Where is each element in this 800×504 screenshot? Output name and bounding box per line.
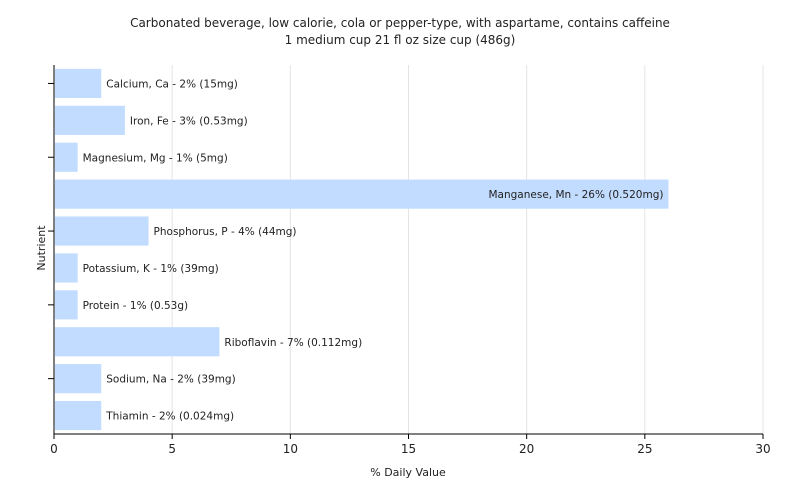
bar-label: Calcium, Ca - 2% (15mg) xyxy=(106,78,238,90)
chart-title: Carbonated beverage, low calorie, cola o… xyxy=(130,16,670,30)
bar-label: Riboflavin - 7% (0.112mg) xyxy=(224,337,362,349)
bar-label: Protein - 1% (0.53g) xyxy=(83,300,189,312)
bar xyxy=(55,400,102,431)
x-tick-label: 30 xyxy=(755,442,770,456)
bar-label: Iron, Fe - 3% (0.53mg) xyxy=(130,115,248,127)
chart-subtitle: 1 medium cup 21 fl oz size cup (486g) xyxy=(285,33,516,47)
bar-label: Magnesium, Mg - 1% (5mg) xyxy=(83,152,228,164)
bar-label: Potassium, K - 1% (39mg) xyxy=(83,263,219,275)
axes: 0 5 10 15 20 25 30 xyxy=(48,65,771,456)
x-tick-label: 25 xyxy=(637,442,652,456)
x-tick-label: 10 xyxy=(283,442,298,456)
bar-label: Manganese, Mn - 26% (0.520mg) xyxy=(488,189,663,201)
y-axis-label: Nutrient xyxy=(35,225,48,271)
bar xyxy=(55,216,149,246)
bars: Calcium, Ca - 2% (15mg) Iron, Fe - 3% (0.… xyxy=(55,68,669,431)
bar-label: Sodium, Na - 2% (39mg) xyxy=(106,374,235,386)
bar xyxy=(55,142,78,172)
grid-lines xyxy=(171,65,764,434)
x-tick-label: 20 xyxy=(519,442,534,456)
bar xyxy=(55,68,102,99)
bar xyxy=(55,253,78,283)
bar xyxy=(55,105,125,135)
bar xyxy=(55,290,78,320)
x-tick-label: 0 xyxy=(50,442,58,456)
bar xyxy=(55,327,220,357)
bar-label: Phosphorus, P - 4% (44mg) xyxy=(154,226,297,238)
x-axis-label: % Daily Value xyxy=(370,466,446,479)
bar xyxy=(55,364,102,394)
x-tick-label: 15 xyxy=(401,442,416,456)
bar xyxy=(55,179,669,209)
bar-label: Thiamin - 2% (0.024mg) xyxy=(105,411,234,423)
x-tick-label: 5 xyxy=(168,442,176,456)
